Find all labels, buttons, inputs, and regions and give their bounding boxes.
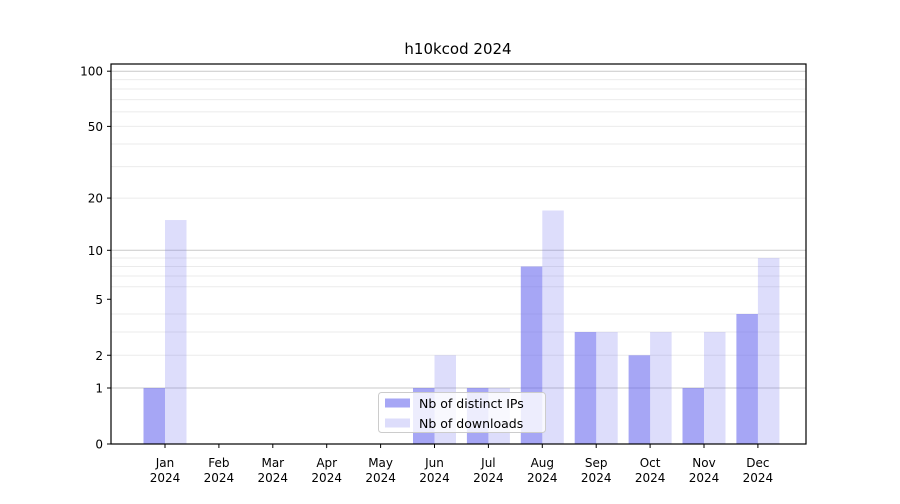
x-tick-label-year-sep: 2024 [581,471,612,485]
x-tick-label-month-jan: Jan [155,456,175,470]
y-axis: 0 1 2 5 10 20 50 100 [80,65,111,452]
x-tick-label-year-aug: 2024 [527,471,558,485]
x-tick-label-month-may: May [368,456,393,470]
legend: Nb of distinct IPs Nb of downloads [378,392,546,433]
x-tick-label-month-feb: Feb [208,456,229,470]
legend-label-downloads: Nb of downloads [419,416,523,431]
x-tick-label-month-jun: Jun [424,456,444,470]
bar-downloads-sep [596,332,618,444]
bar-distinct-ips-sep [574,332,597,444]
x-tick-label-year-jul: 2024 [473,471,504,485]
y-tick-label-50: 50 [88,120,103,134]
y-tick-label-5: 5 [95,293,103,307]
bar-distinct-ips-nov [682,388,704,444]
x-tick-label-year-feb: 2024 [204,471,235,485]
chart-title: h10kcod 2024 [404,40,511,58]
y-tick-label-10: 10 [88,244,103,258]
x-tick-label-month-oct: Oct [640,456,661,470]
gridlines [111,70,806,389]
x-tick-label-year-jun: 2024 [419,471,450,485]
x-tick-label-year-jan: 2024 [150,471,181,485]
x-tick-label-year-oct: 2024 [635,471,666,485]
legend-swatch-distinct-ips [385,398,410,408]
x-tick-label-month-jul: Jul [480,456,495,470]
bar-downloads-oct [650,332,672,444]
legend-box [378,392,546,433]
bar-downloads-nov [704,332,726,444]
x-tick-label-month-mar: Mar [261,456,284,470]
x-axis: Jan2024Feb2024Mar2024Apr2024May2024Jun20… [150,444,773,485]
bar-distinct-ips-dec [736,313,758,444]
y-tick-label-2: 2 [95,349,103,363]
bar-downloads-jan [165,220,187,444]
y-tick-label-20: 20 [88,192,103,206]
x-tick-label-year-may: 2024 [365,471,396,485]
plot-border [110,63,807,445]
legend-swatch-downloads [385,418,410,428]
bar-distinct-ips-jan [143,388,165,444]
bar-downloads-aug [542,210,564,444]
x-tick-label-month-apr: Apr [316,456,337,470]
x-tick-label-year-nov: 2024 [689,471,720,485]
x-tick-label-year-mar: 2024 [258,471,289,485]
x-tick-label-month-aug: Aug [531,456,554,470]
bar-downloads-dec [757,258,780,444]
y-tick-label-0: 0 [95,438,103,452]
x-tick-label-month-dec: Dec [746,456,769,470]
bar-distinct-ips-oct [628,355,651,444]
x-tick-label-month-sep: Sep [585,456,608,470]
x-tick-label-year-apr: 2024 [311,471,342,485]
x-tick-label-month-nov: Nov [692,456,715,470]
y-tick-label-1: 1 [95,382,103,396]
x-tick-label-year-dec: 2024 [743,471,774,485]
legend-label-distinct-ips: Nb of distinct IPs [419,396,524,411]
y-tick-label-100: 100 [80,65,103,79]
